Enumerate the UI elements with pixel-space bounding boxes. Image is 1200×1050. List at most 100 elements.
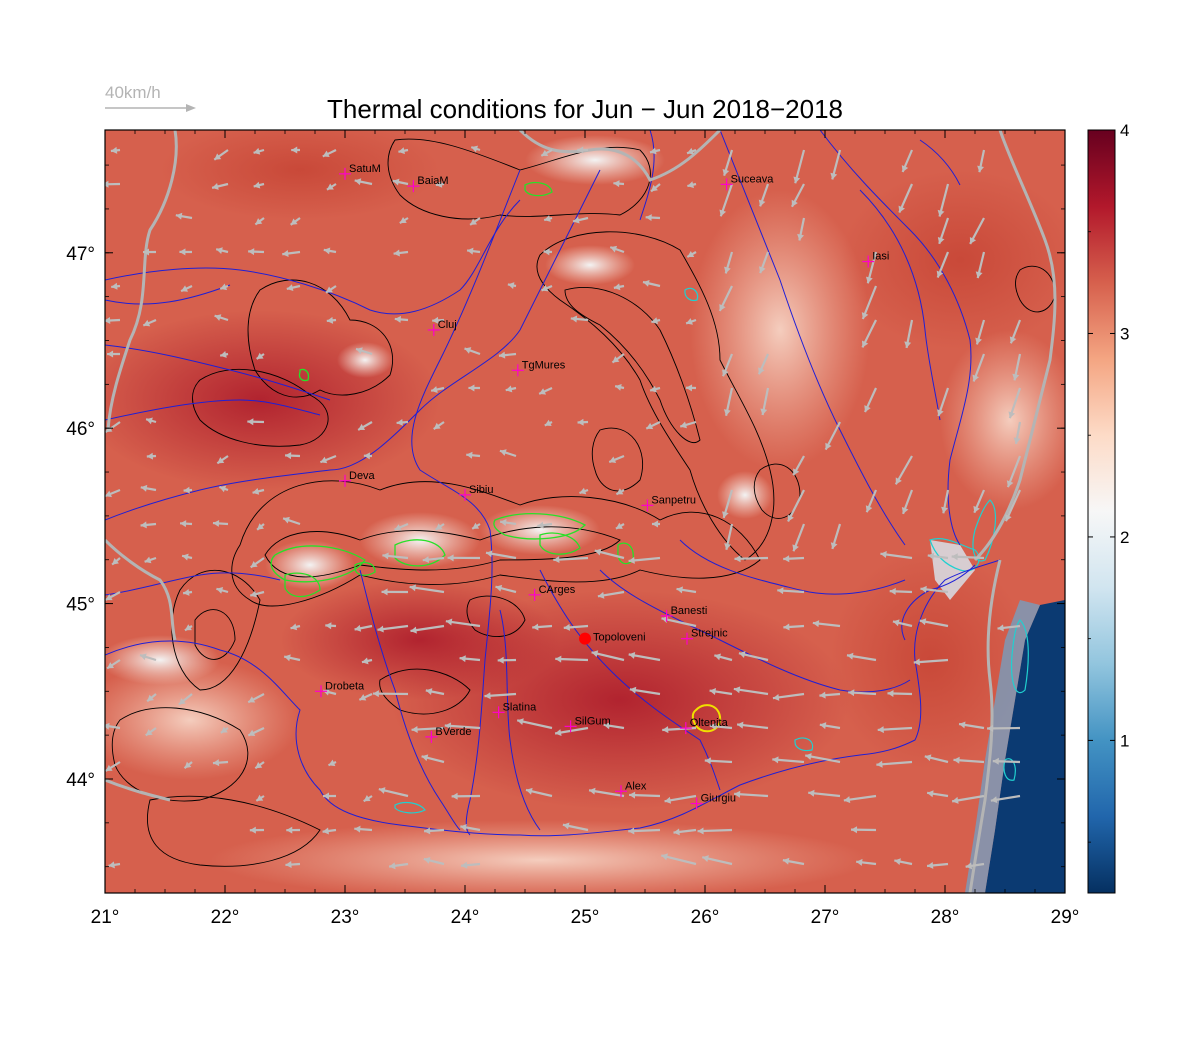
wind-arrow [105,488,121,498]
wind-arrow [105,421,121,434]
wind-arrow-head [941,506,948,514]
city-label: SatuM [349,163,381,175]
wind-arrow-head [987,724,994,732]
wind-arrow-head [805,753,812,760]
wind-arrow [920,585,949,594]
wind-arrow-head [615,522,623,529]
wind-arrow-head [825,442,832,450]
wind-arrow-head [719,209,727,217]
wind-arrow [282,516,301,526]
wind-arrow [106,659,121,670]
wind-arrow [591,650,625,662]
wind-arrow-head [737,721,744,729]
wind-arrow [250,557,265,569]
wind-arrow-head [865,505,873,513]
city-label: Slatina [503,701,538,713]
wind-arrow-head [1008,411,1016,419]
wind-arrow-head [146,452,154,460]
wind-arrow [787,489,805,523]
wind-arrow-head [895,477,902,485]
wind-arrow [738,651,769,662]
wind-arrow-head [645,214,652,222]
wind-arrow [1006,455,1022,488]
wind-arrow [111,282,121,290]
wind-arrow [797,217,806,241]
wind-arrow [864,387,878,413]
wind-arrow-head [178,698,186,705]
wind-arrow-head [734,555,741,563]
wind-arrow-head [358,423,366,430]
wind-arrow [285,861,301,869]
wind-arrow [603,722,625,730]
wind-arrow [286,284,301,292]
wind-arrow [140,521,157,529]
wind-arrow-head [972,374,980,382]
wind-arrow [734,555,769,563]
wind-arrow-head [140,484,148,492]
wind-arrow [608,454,625,464]
wind-arrow [179,248,193,256]
wind-arrow [537,521,553,529]
wind-arrow [937,387,950,417]
wind-arrow [924,754,949,764]
wind-arrow-head [253,181,261,189]
wind-arrow-head [830,172,838,180]
wind-arrow-head [447,554,454,562]
wind-arrow [651,520,661,528]
wind-arrow [326,183,337,191]
wind-arrow [447,554,481,562]
wind-arrow-head [613,180,620,188]
wind-arrow [649,147,661,155]
wind-arrow [792,455,805,476]
wind-arrow [211,182,229,190]
wind-arrow-head [664,796,672,804]
wind-arrow-head [629,791,636,799]
wind-arrow-head [686,318,693,325]
wind-arrow-head [848,689,855,697]
wind-arrow-head [864,405,871,413]
wind-arrow [990,794,1021,804]
wind-arrow [249,826,265,834]
wind-arrow-head [322,827,329,835]
wind-arrow-head [628,827,635,835]
wind-arrow-head [959,721,966,729]
wind-arrow-head [320,456,328,464]
wind-arrow-head [719,304,726,311]
wind-arrow-head [544,419,552,427]
wind-arrow-head [709,688,717,695]
city-markers: SatuM BaiaM Suceava Iasi Cluj TgMures Deva Sibi… [315,163,889,810]
wind-arrow [723,387,734,416]
wind-arrow-head [856,858,863,866]
wind-arrow-head [147,694,155,702]
map-axes: 21° 22° 23° 24° 25° 26° 27° 28° 29° 44° 45° 46° 47° [66,130,1079,928]
wind-arrow-head [356,347,363,355]
city-marker: Iasi [862,251,889,268]
city-label: Alex [625,780,647,792]
wind-arrow-head [687,147,694,155]
wind-arrow-head [363,795,371,802]
wind-arrow-head [411,725,418,733]
city-marker: TgMures [511,359,566,377]
wind-arrow [394,522,409,531]
high-terrain-contours [270,181,634,598]
wind-arrow [497,656,517,664]
wind-arrow [355,347,373,356]
wind-arrow [393,249,409,257]
coastal-gradient [965,600,1040,893]
wind-arrow [392,178,409,186]
wind-arrow-head [497,656,504,664]
wind-arrow-head [791,199,798,207]
wind-arrow [563,623,589,631]
wind-arrow [941,489,950,514]
wind-arrow [540,149,553,157]
wind-arrow-head [589,787,596,795]
wind-arrow-head [460,824,467,831]
wind-arrow [323,247,337,255]
wind-arrow [904,319,914,349]
wind-arrow-head [724,266,731,274]
wind-arrow [697,827,733,835]
lon-tick-label: 28° [931,907,960,928]
wind-arrow [804,753,841,764]
wind-arrow-head [145,729,153,736]
wind-arrow-head [973,505,980,513]
